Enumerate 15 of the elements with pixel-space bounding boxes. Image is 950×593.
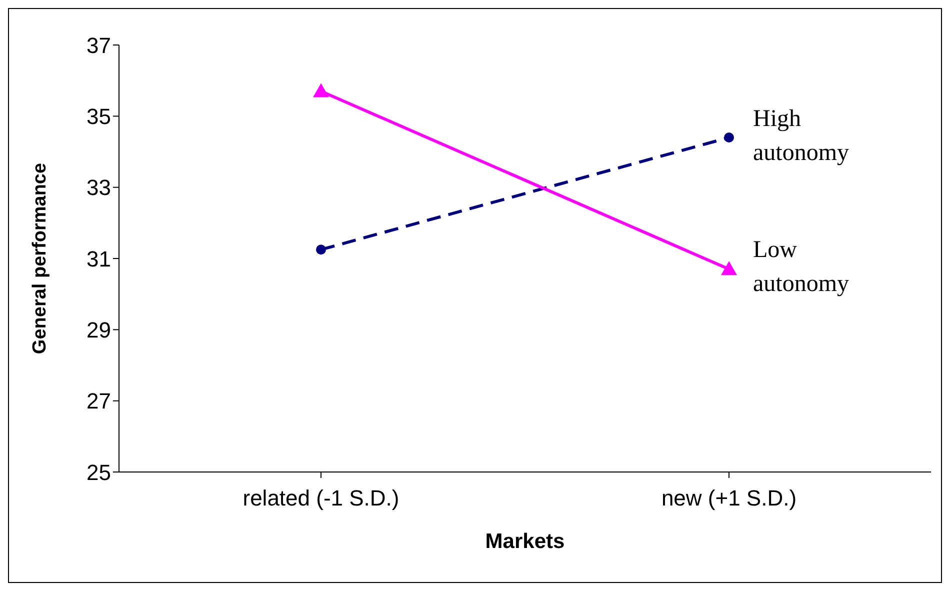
y-tick-label: 33	[86, 175, 111, 200]
y-tick-label: 27	[86, 388, 111, 414]
x-tick-label: new (+1 S.D.)	[661, 486, 797, 511]
series-label: Low autonomy	[753, 236, 850, 300]
y-axis-title: General performance	[30, 162, 51, 354]
x-axis-title: Markets	[485, 530, 565, 553]
x-tick-label: related (-1 S.D.)	[242, 486, 400, 511]
y-tick-label: 25	[86, 460, 111, 485]
y-tick-label: 31	[86, 246, 111, 272]
point	[316, 244, 326, 255]
y-tick-label: 29	[86, 317, 111, 342]
point	[724, 132, 734, 143]
y-tick-label: 37	[86, 32, 111, 58]
series-label: High autonomy	[753, 104, 850, 168]
y-tick-label: 35	[86, 104, 111, 129]
